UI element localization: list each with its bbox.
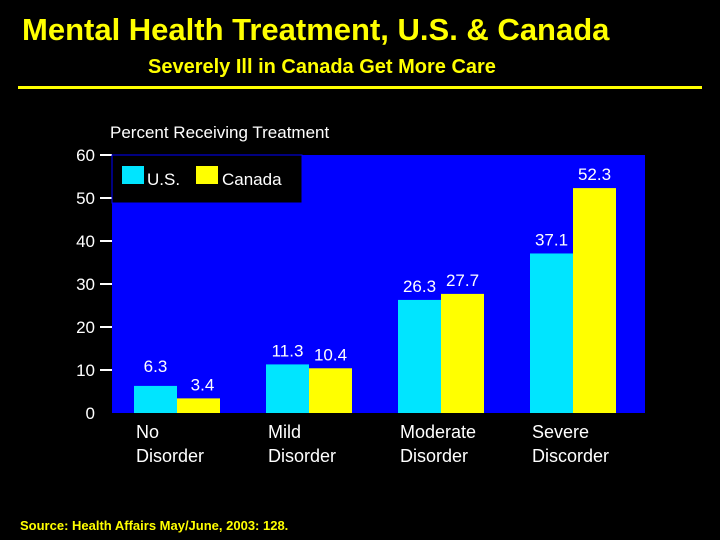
y-tick-label: 20 (76, 318, 95, 337)
x-category-label: Disorder (268, 446, 336, 466)
y-tick-label: 60 (76, 146, 95, 165)
legend-swatch-us (122, 166, 144, 184)
bar-us (398, 299, 441, 413)
x-category-label: Discorder (532, 446, 609, 466)
bar-us (266, 364, 309, 413)
page-subtitle: Severely Ill in Canada Get More Care (148, 56, 496, 78)
y-tick-label: 0 (86, 404, 95, 423)
x-axis-labels: No Disorder Mild Disorder Moderate Disorder Se… (136, 422, 609, 466)
x-category-label: Disorder (400, 446, 468, 466)
x-category-label: Moderate (400, 422, 476, 442)
x-category-label: Severe (532, 422, 589, 442)
data-label-us: 11.3 (272, 341, 304, 360)
data-label-us: 26.3 (403, 277, 436, 296)
y-tick-label: 10 (76, 361, 95, 380)
legend-label-us: U.S. (147, 170, 180, 189)
x-category-label: No (136, 422, 159, 442)
data-label-canada: 3.4 (191, 375, 215, 394)
source-note: Source: Health Affairs May/June, 2003: 1… (20, 518, 289, 533)
bar-canada (441, 293, 484, 413)
y-tick-label: 30 (76, 275, 95, 294)
chart-title: Percent Receiving Treatment (110, 123, 329, 142)
bar-us (530, 253, 573, 413)
x-category-label: Disorder (136, 446, 204, 466)
legend: U.S. Canada (111, 154, 303, 204)
y-tick-label: 40 (76, 232, 95, 251)
page-title: Mental Health Treatment, U.S. & Canada (22, 12, 610, 47)
legend-swatch-canada (196, 166, 218, 184)
bar-us (134, 385, 177, 413)
data-label-canada: 10.4 (314, 345, 347, 364)
y-axis: 0 10 20 30 40 50 60 (76, 146, 112, 423)
bars-group: 6.3 11.3 26.3 37.1 3.4 10.4 27.7 52.3 (134, 165, 616, 413)
bar-canada (309, 368, 352, 413)
legend-label-canada: Canada (222, 170, 282, 189)
bar-canada (177, 398, 220, 413)
data-label-us: 6.3 (144, 357, 168, 376)
data-label-canada: 27.7 (446, 271, 479, 290)
bar-canada (573, 188, 616, 413)
data-label-canada: 52.3 (578, 165, 611, 184)
x-category-label: Mild (268, 422, 301, 442)
title-divider (18, 86, 702, 89)
y-tick-label: 50 (76, 189, 95, 208)
data-label-us: 37.1 (535, 230, 568, 249)
